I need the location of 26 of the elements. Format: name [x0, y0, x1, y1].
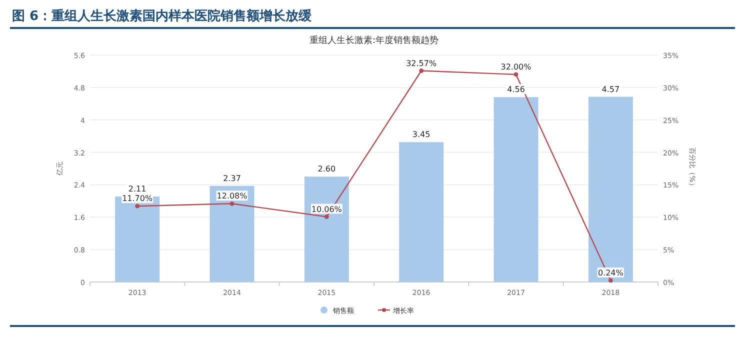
point	[230, 201, 234, 206]
bar	[115, 196, 160, 282]
data-label: 2.60	[318, 164, 336, 174]
point	[514, 72, 518, 77]
bar	[588, 96, 633, 282]
bar	[494, 97, 538, 282]
point	[608, 278, 613, 283]
data-label: 11.70%	[122, 194, 153, 204]
data-label: 12.08%	[216, 192, 248, 201]
data-label: 3.45	[412, 130, 430, 140]
data-label: 0.24%	[598, 268, 624, 278]
bar	[399, 142, 444, 282]
chart-title: 图 6：重组人生长激素国内样本医院销售额增长放缓	[12, 8, 313, 24]
data-label: 10.06%	[311, 204, 342, 214]
data-label: 4.56	[507, 85, 525, 94]
data-label: 2.37	[223, 174, 241, 183]
point	[135, 204, 140, 208]
chart-subtitle: 重组人生长激素:年度销售额趋势	[309, 35, 439, 46]
data-label: 32.57%	[406, 58, 437, 68]
data-label: 32.00%	[500, 62, 532, 72]
data-label: 4.57	[602, 84, 620, 94]
bar	[304, 176, 349, 282]
point	[324, 214, 329, 219]
data-label: 2.11	[128, 184, 146, 194]
point	[419, 68, 424, 73]
bar	[210, 186, 254, 282]
